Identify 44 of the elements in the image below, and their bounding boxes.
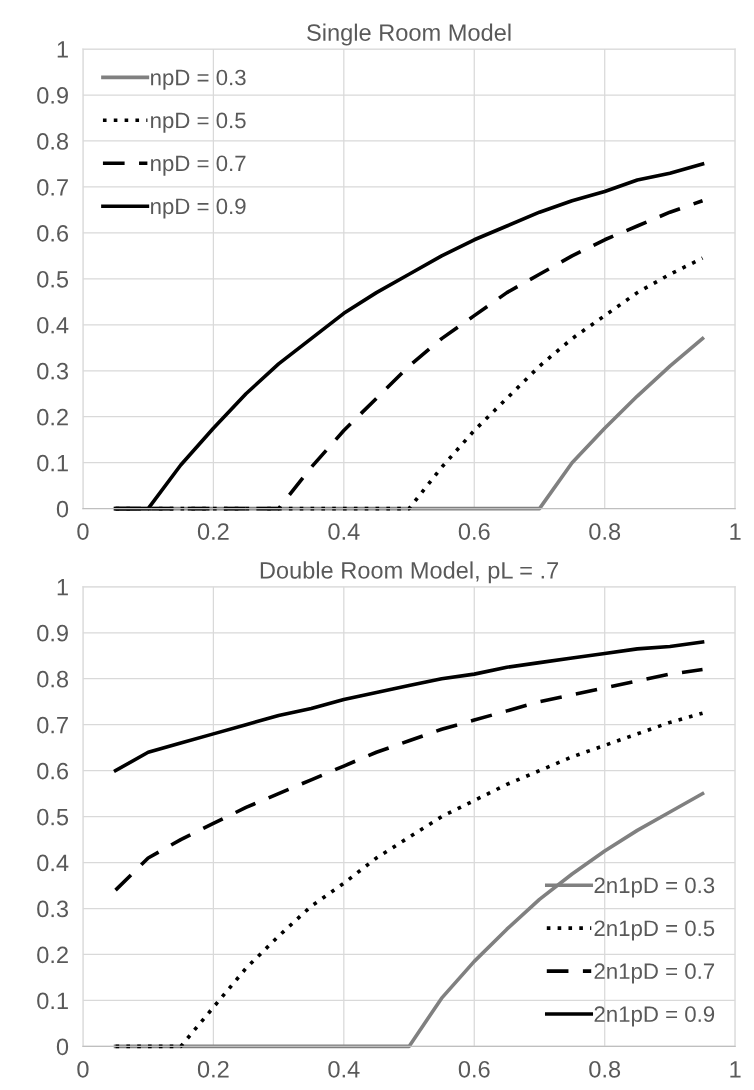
y-tick-label: 0.1 [37,454,68,472]
y-tick-label: 0.3 [37,362,69,380]
y-tick-label: 0 [56,500,69,518]
x-tick-label: 0.4 [328,523,360,540]
x-tick-label: 0 [77,1060,89,1078]
x-tick-label: 0.8 [589,523,621,540]
y-tick-label: 0.3 [37,900,69,918]
y-tick-label: 0.2 [37,408,68,426]
y-tick-label: 1 [57,41,68,58]
y-tick-label: 0.9 [37,624,68,642]
y-tick-label: 0 [56,1038,69,1056]
legend-label: npD = 0.5 [151,112,246,133]
y-tick-label: 0.1 [37,992,68,1010]
chart-title: Single Room Model [307,23,511,46]
x-tick-label: 0.6 [458,1060,490,1078]
legend-label: 2n1pD = 0.5 [594,920,715,941]
x-tick-label: 1 [730,1061,741,1078]
x-tick-label: 0.2 [197,1060,229,1078]
legend-label: 2n1pD = 0.9 [594,1006,715,1027]
legend-label: npD = 0.3 [151,69,246,90]
y-tick-label: 0.7 [37,179,68,196]
x-tick-label: 0.6 [458,523,490,540]
y-tick-label: 0.8 [37,133,69,150]
x-tick-label: 1 [730,523,741,540]
y-tick-label: 0.6 [37,224,69,242]
chart-title: Double Room Model, pL = .7 [260,561,559,584]
y-tick-label: 0.2 [37,946,68,964]
y-tick-label: 0.6 [37,762,69,780]
y-tick-label: 0.8 [37,670,69,688]
legend-label: npD = 0.7 [151,155,246,176]
y-tick-label: 0.9 [37,87,68,104]
y-tick-label: 0.5 [37,270,69,288]
x-tick-label: 0.8 [589,1060,621,1078]
y-tick-label: 0.4 [37,854,69,872]
x-tick-label: 0 [77,523,89,540]
y-tick-label: 0.7 [37,716,68,734]
legend-label: npD = 0.9 [151,198,246,219]
x-tick-label: 0.4 [328,1060,360,1078]
legend-label: 2n1pD = 0.3 [594,877,715,898]
x-tick-label: 0.2 [197,523,229,540]
y-tick-label: 1 [57,579,68,596]
y-tick-label: 0.4 [37,316,69,334]
legend-label: 2n1pD = 0.7 [594,963,715,984]
y-tick-label: 0.5 [37,808,69,826]
